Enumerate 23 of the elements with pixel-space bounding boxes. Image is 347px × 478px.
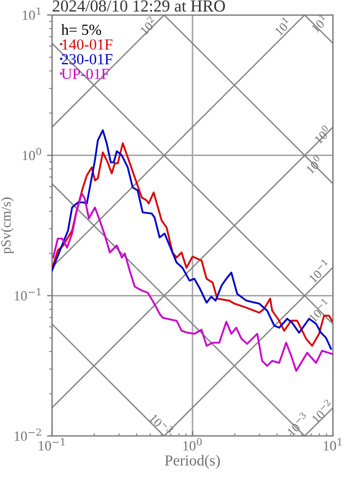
x-axis-title: Period(s) <box>164 454 220 469</box>
chart-title: 2024/08/10 12:29 at HRO <box>52 0 225 12</box>
x-tick-label: 10$^{0}$ <box>183 438 202 451</box>
legend-title: h= 5% <box>61 24 102 35</box>
legend-label: 140-01F <box>62 39 112 50</box>
annotation: 10$^{1}$ <box>272 16 292 36</box>
annotation: 10$^{0}$ <box>312 124 332 144</box>
y-tick-label: 10$^{−2}$ <box>14 428 41 441</box>
annotation: 10$^{2}$ <box>138 16 158 36</box>
x-tick-label: 10$^{−1}$ <box>38 438 65 451</box>
annotation: 10$^{0}$ <box>304 154 324 174</box>
legend-label: 230-01F <box>62 54 112 64</box>
y-axis-title: pSv(cm/s) <box>0 198 14 254</box>
annotation: 10$^{−1}$ <box>306 298 332 322</box>
annotation: 10$^{−3}$ <box>285 412 310 436</box>
x-tick-label: 10$^{1}$ <box>324 438 342 451</box>
y-tick-label: 10$^{1}$ <box>22 7 40 20</box>
annotation: 10$^{−1}$ <box>306 258 332 284</box>
y-tick-label: 10$^{−1}$ <box>14 288 40 301</box>
annotation: 10$^{−3}$ <box>149 412 174 436</box>
legend-label: UP-01F <box>61 68 110 80</box>
y-tick-label: 10$^{0}$ <box>22 148 42 160</box>
annotation: 10$^{−2}$ <box>310 398 334 424</box>
